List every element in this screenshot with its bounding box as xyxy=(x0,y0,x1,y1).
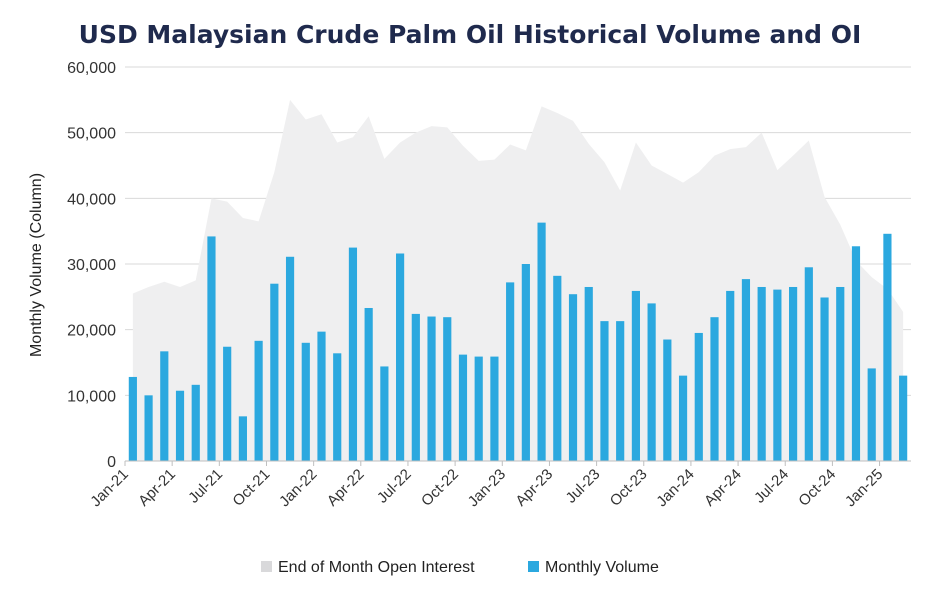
legend-label-monthly-volume: Monthly Volume xyxy=(545,559,659,576)
volume-bar xyxy=(867,368,876,461)
volume-bar xyxy=(553,275,562,461)
x-tick-label: Apr-23 xyxy=(512,466,556,510)
volume-bar xyxy=(427,316,436,461)
x-tick-label: Jan-22 xyxy=(276,466,320,510)
volume-bar-layer xyxy=(128,222,908,461)
volume-bar xyxy=(616,321,625,461)
volume-bar xyxy=(820,297,829,461)
x-tick-label: Oct-23 xyxy=(607,466,651,510)
volume-bar xyxy=(317,331,326,461)
volume-bar xyxy=(537,222,546,461)
volume-bar xyxy=(899,375,908,461)
x-axis-ticks: Jan-21 Apr-21 Jul-21 Oct-21 Jan-22 Apr-22 Jul-… xyxy=(87,460,911,510)
volume-bar xyxy=(631,290,640,461)
legend-swatch-open-interest xyxy=(261,561,272,572)
x-tick-label: Jul-23 xyxy=(563,466,604,507)
volume-bar xyxy=(160,351,169,461)
volume-bar xyxy=(474,356,483,461)
volume-bar xyxy=(710,317,719,461)
open-interest-area-layer xyxy=(132,99,904,461)
volume-bar xyxy=(773,289,782,461)
volume-bar xyxy=(490,356,499,461)
volume-bar xyxy=(694,332,703,461)
volume-bar xyxy=(757,286,766,461)
volume-bar xyxy=(301,342,310,461)
volume-bar xyxy=(804,267,813,461)
legend-swatch-monthly-volume xyxy=(528,561,539,572)
volume-bar xyxy=(521,264,530,461)
x-tick-label: Oct-24 xyxy=(795,466,839,510)
x-tick-label: Jan-23 xyxy=(465,466,509,510)
volume-bar xyxy=(175,390,185,461)
x-tick-label: Apr-21 xyxy=(135,466,179,510)
x-tick-label: Jan-21 xyxy=(87,466,131,510)
volume-bar xyxy=(144,395,153,461)
volume-bar xyxy=(741,279,751,461)
open-interest-area xyxy=(132,99,904,461)
x-tick-label: Jul-22 xyxy=(374,466,415,507)
volume-bar xyxy=(506,282,515,461)
volume-bar xyxy=(600,321,609,461)
x-tick-label: Apr-24 xyxy=(701,466,745,510)
volume-bar xyxy=(364,307,373,461)
y-tick-label: 50,000 xyxy=(67,126,116,143)
volume-bar xyxy=(238,416,247,461)
volume-bar xyxy=(191,384,200,461)
volume-bar xyxy=(333,353,342,461)
x-tick-label: Jan-24 xyxy=(653,466,697,510)
legend-label-open-interest: End of Month Open Interest xyxy=(278,559,475,576)
x-tick-label: Jan-25 xyxy=(842,466,886,510)
y-tick-label: 40,000 xyxy=(67,191,116,208)
y-tick-label: 20,000 xyxy=(67,323,116,340)
volume-bar xyxy=(789,286,798,461)
volume-bar xyxy=(458,354,468,461)
volume-bar xyxy=(128,376,137,461)
volume-bar xyxy=(411,313,420,461)
volume-bar xyxy=(270,283,279,461)
volume-bar xyxy=(726,290,735,461)
volume-bar xyxy=(584,286,593,461)
volume-bar xyxy=(836,286,845,461)
x-tick-label: Jul-24 xyxy=(751,466,792,507)
y-axis-label: Monthly Volume (Column) xyxy=(28,173,45,357)
volume-bar xyxy=(223,346,232,461)
y-tick-label: 30,000 xyxy=(67,257,116,274)
volume-bar xyxy=(396,253,405,461)
volume-bar xyxy=(663,339,672,461)
volume-bar xyxy=(254,340,263,461)
volume-bar xyxy=(443,317,452,461)
chart-title: USD Malaysian Crude Palm Oil Historical … xyxy=(79,20,862,49)
y-tick-label: 10,000 xyxy=(67,388,116,405)
volume-bar xyxy=(380,366,389,461)
volume-bar xyxy=(678,375,688,461)
y-tick-label: 60,000 xyxy=(67,60,116,77)
volume-bar xyxy=(348,247,358,461)
x-tick-label: Oct-21 xyxy=(229,466,273,510)
legend: End of Month Open Interest Monthly Volum… xyxy=(261,559,659,576)
x-tick-label: Apr-22 xyxy=(324,466,368,510)
volume-bar xyxy=(568,294,578,461)
y-tick-label: 0 xyxy=(107,454,116,471)
x-tick-label: Oct-22 xyxy=(418,466,462,510)
x-tick-label: Jul-21 xyxy=(185,466,226,507)
volume-bar xyxy=(285,256,295,461)
volume-bar xyxy=(851,246,861,461)
volume-bar xyxy=(647,303,656,461)
y-axis-ticks: 0 10,000 20,000 30,000 40,000 50,000 60,000 xyxy=(67,60,116,471)
volume-bar xyxy=(883,233,892,461)
volume-bar xyxy=(207,236,216,461)
